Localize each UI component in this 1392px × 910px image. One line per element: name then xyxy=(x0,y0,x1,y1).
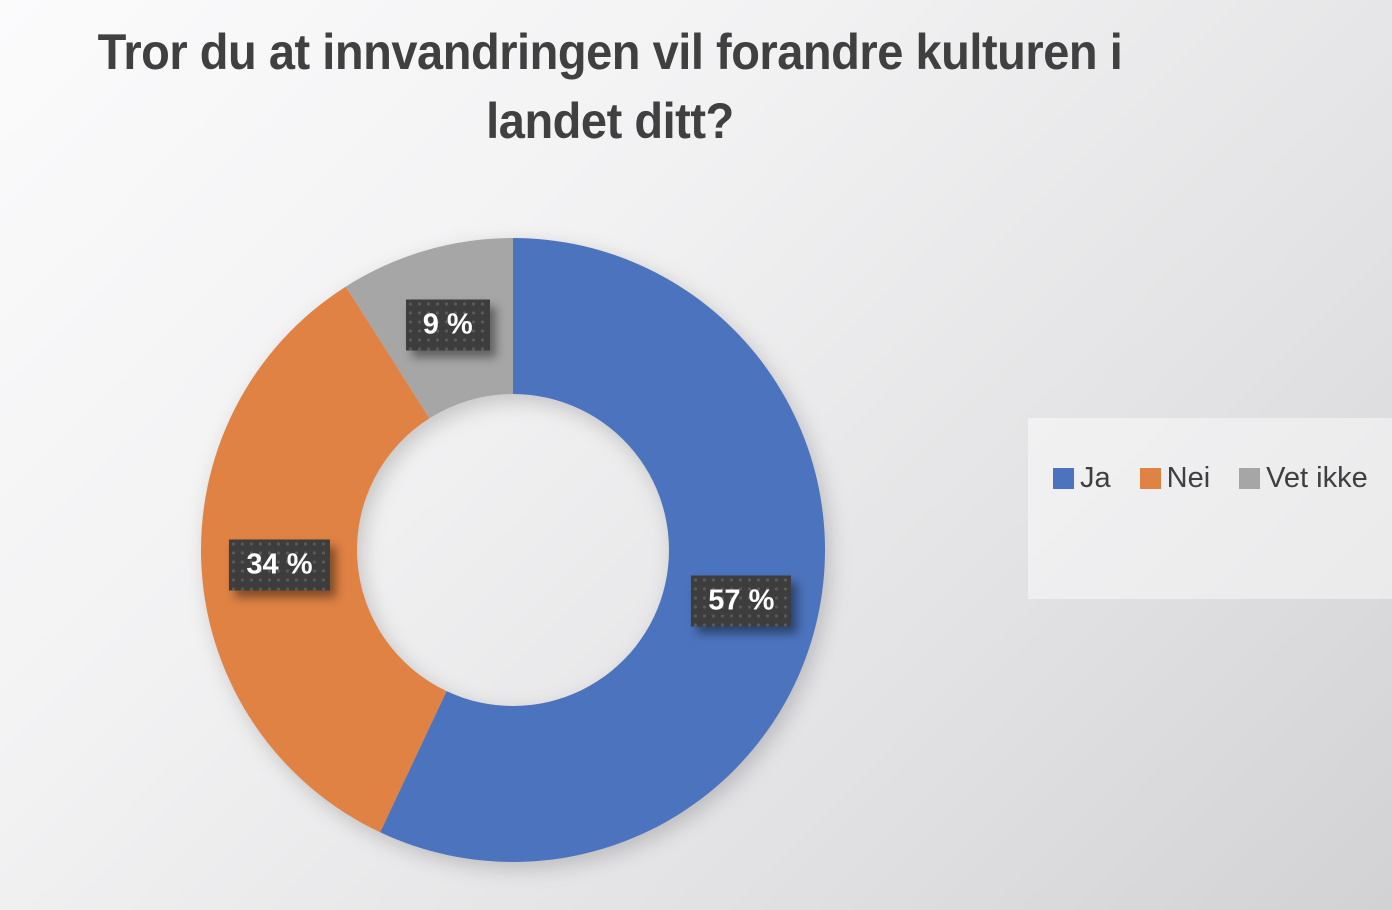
chart-title-line2: landet ditt? xyxy=(486,93,734,149)
data-label-vet-ikke: 9 % xyxy=(405,299,490,351)
legend-item-nei[interactable]: Nei xyxy=(1139,462,1211,495)
legend-label-nei: Nei xyxy=(1166,462,1211,494)
legend-swatch-vet-ikke xyxy=(1239,468,1261,489)
legend-swatch-ja xyxy=(1053,468,1074,489)
legend-swatch-nei xyxy=(1139,468,1161,489)
slice-ja[interactable] xyxy=(380,238,825,862)
legend: Ja Nei Vet ikke xyxy=(1028,418,1392,599)
legend-item-vet-ikke[interactable]: Vet ikke xyxy=(1239,462,1368,495)
legend-label-ja: Ja xyxy=(1080,462,1111,494)
data-label-nei: 34 % xyxy=(229,539,330,591)
legend-row: Ja Nei Vet ikke xyxy=(1028,418,1392,495)
data-label-ja: 57 % xyxy=(691,575,792,627)
legend-item-ja[interactable]: Ja xyxy=(1053,462,1111,495)
legend-label-vet-ikke: Vet ikke xyxy=(1266,462,1368,494)
chart-title-line1: Tror du at innvandringen vil forandre ku… xyxy=(97,24,1123,80)
chart-title: Tror du at innvandringen vil forandre ku… xyxy=(70,18,1151,156)
